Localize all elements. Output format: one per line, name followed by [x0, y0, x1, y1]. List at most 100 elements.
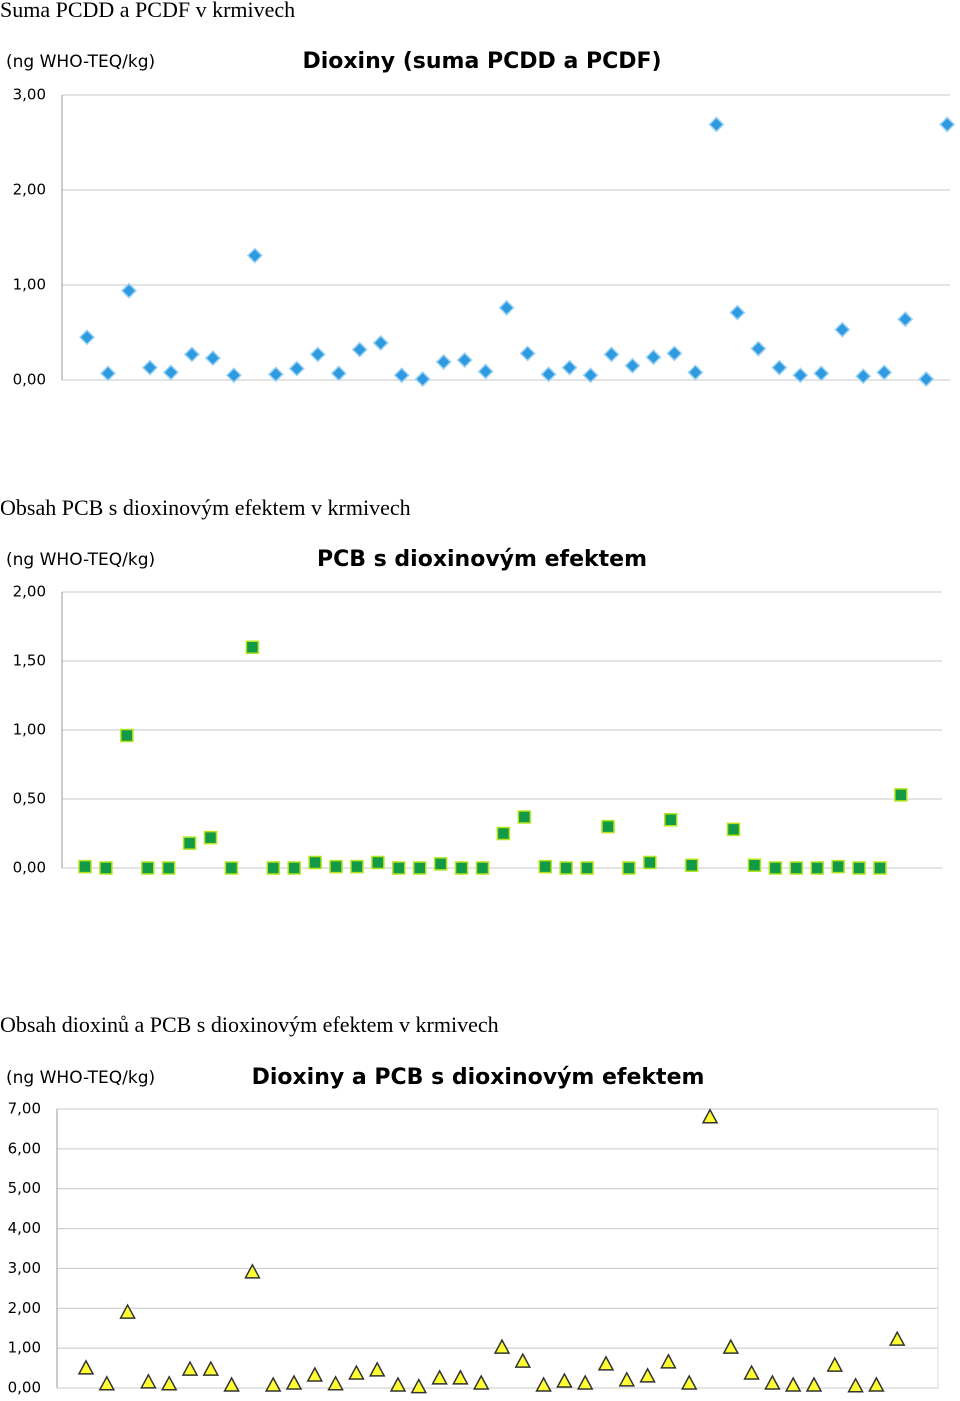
y-tick-label: 3,00: [13, 86, 46, 104]
y-tick-label: 1,00: [13, 721, 46, 739]
y-axis-label: (ng WHO-TEQ/kg): [6, 1068, 155, 1088]
data-point: [624, 357, 641, 374]
data-point: [433, 857, 448, 871]
y-tick-label: 3,00: [8, 1259, 41, 1277]
data-point: [805, 1376, 823, 1392]
data-point: [813, 365, 830, 382]
data-point: [308, 855, 322, 870]
data-point: [266, 861, 281, 875]
data-point: [834, 321, 851, 338]
data-point: [540, 366, 557, 383]
data-point: [348, 1364, 365, 1380]
data-point: [493, 1338, 511, 1354]
y-tick-label: 0,00: [8, 1379, 41, 1397]
data-point: [475, 861, 490, 875]
data-point: [410, 1378, 428, 1394]
section-heading: Obsah dioxinů a PCB s dioxinovým efektem…: [0, 1012, 499, 1037]
data-point: [580, 861, 594, 875]
data-point: [684, 858, 699, 872]
data-point: [810, 861, 824, 875]
data-point: [454, 861, 469, 875]
data-point: [561, 359, 578, 376]
data-point: [876, 364, 893, 381]
data-point: [392, 861, 406, 875]
data-point: [826, 1356, 844, 1372]
data-point: [287, 861, 301, 875]
data-point: [722, 1338, 740, 1354]
data-point: [456, 351, 473, 369]
data-point: [764, 1374, 781, 1390]
data-point: [245, 640, 260, 654]
data-point: [603, 346, 620, 363]
data-point: [680, 1374, 698, 1390]
y-tick-label: 7,00: [8, 1100, 41, 1118]
data-point: [789, 861, 804, 875]
data-point: [223, 1376, 240, 1392]
data-point: [120, 728, 134, 743]
data-point: [868, 1376, 885, 1392]
y-tick-label: 6,00: [8, 1139, 41, 1157]
data-point: [601, 819, 615, 834]
data-point: [743, 1364, 760, 1380]
data-point: [538, 859, 552, 874]
data-point: [330, 365, 347, 382]
data-point: [519, 345, 536, 362]
data-point: [918, 370, 935, 388]
data-point: [897, 311, 914, 328]
data-point: [372, 334, 389, 352]
data-point: [643, 855, 657, 870]
data-point: [517, 810, 532, 824]
y-tick-label: 1,00: [8, 1339, 41, 1357]
data-point: [496, 826, 511, 841]
data-point: [225, 367, 242, 384]
data-point: [888, 1330, 906, 1346]
data-point: [701, 1108, 719, 1124]
data-point: [119, 1303, 136, 1319]
data-point: [412, 861, 427, 875]
data-point: [639, 1367, 656, 1383]
section-heading: Suma PCDD a PCDF v krmivech: [0, 0, 295, 22]
data-point: [622, 861, 636, 875]
data-point: [393, 367, 410, 384]
data-point: [939, 116, 956, 133]
data-point: [203, 830, 218, 845]
chart-title: PCB s dioxinovým efektem: [317, 547, 647, 572]
data-point: [831, 859, 845, 874]
data-point: [535, 1376, 552, 1392]
data-point: [435, 353, 452, 371]
data-point: [414, 370, 431, 388]
data-point: [182, 836, 197, 850]
data-point: [389, 1376, 407, 1392]
data-point: [309, 346, 326, 363]
data-point: [666, 345, 683, 362]
data-point: [264, 1376, 282, 1392]
section-heading: Obsah PCB s dioxinovým efektem v krmivec…: [0, 495, 411, 520]
data-point: [514, 1352, 532, 1368]
data-point: [852, 861, 866, 875]
y-axis-label: (ng WHO-TEQ/kg): [6, 550, 155, 570]
y-axis-label: (ng WHO-TEQ/kg): [6, 52, 155, 72]
data-point: [162, 364, 179, 381]
data-point: [660, 1353, 677, 1369]
data-point: [78, 329, 96, 346]
data-point: [371, 855, 385, 870]
data-point: [267, 366, 284, 383]
data-point: [351, 341, 368, 358]
chart-title: Dioxiny (suma PCDD a PCDF): [302, 49, 661, 74]
data-point: [202, 1360, 220, 1376]
data-point: [645, 349, 662, 366]
data-point: [729, 304, 746, 321]
data-point: [771, 359, 788, 376]
data-point: [285, 1374, 303, 1390]
y-tick-label: 4,00: [8, 1219, 41, 1237]
data-point: [98, 1375, 116, 1391]
data-point: [224, 861, 239, 875]
y-tick-label: 5,00: [8, 1179, 41, 1197]
data-point: [161, 861, 176, 875]
data-point: [784, 1376, 802, 1392]
data-point: [582, 367, 599, 384]
data-point: [472, 1374, 490, 1390]
data-point: [664, 812, 678, 827]
data-point: [750, 340, 767, 357]
